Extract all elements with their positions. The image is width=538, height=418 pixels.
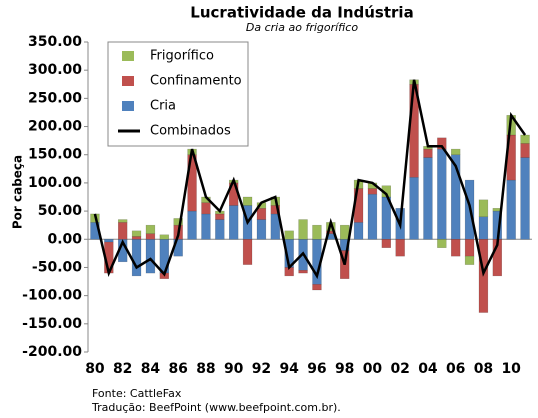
x-tick-label: 02 — [390, 361, 409, 377]
bar-segment — [464, 255, 475, 265]
bar-segment — [242, 239, 253, 265]
bar-segment — [104, 239, 114, 243]
bar-segment — [131, 230, 142, 237]
bar-segment — [145, 224, 156, 234]
bar-segment — [201, 202, 211, 215]
bar-segment — [312, 284, 322, 291]
bar-segment — [423, 148, 433, 158]
translation-note: Tradução: BeefPoint (www.beefpoint.com.b… — [91, 401, 341, 414]
y-tick-label: 250.00 — [28, 90, 82, 106]
y-tick-label: 350.00 — [28, 34, 82, 50]
x-tick-label: 92 — [252, 361, 271, 377]
legend-label: Combinados — [150, 124, 231, 139]
bar-segment — [173, 218, 183, 226]
combined-line — [93, 79, 527, 280]
bar-segment — [131, 236, 142, 240]
y-tick-label: 150.00 — [28, 147, 82, 163]
x-tick-label: 94 — [279, 361, 299, 377]
bar-segment — [215, 213, 225, 220]
bar-segment — [520, 157, 530, 240]
bar-segment — [478, 199, 489, 217]
y-tick-label: 50.00 — [38, 203, 83, 219]
bar-segment — [506, 179, 516, 240]
bar-segment — [367, 188, 378, 195]
bar-segment — [117, 219, 128, 223]
bar-segment — [298, 219, 308, 240]
x-tick-label: 98 — [335, 361, 354, 377]
chart-title: Lucratividade da Indústria — [190, 4, 413, 22]
y-tick-label: 200.00 — [28, 119, 82, 135]
x-tick-label: 96 — [307, 361, 326, 377]
bar-segment — [298, 270, 308, 274]
bar-segment — [201, 213, 211, 240]
bar-segment — [381, 239, 392, 248]
legend-label: Confinamento — [150, 74, 242, 89]
x-tick-label: 88 — [196, 361, 215, 377]
legend-swatch — [122, 51, 134, 61]
x-tick-label: 10 — [501, 361, 521, 377]
x-tick-label: 80 — [85, 361, 105, 377]
y-axis-label: Por cabeça — [11, 155, 25, 229]
bar-segment — [145, 233, 156, 240]
legend-swatch — [122, 76, 134, 86]
bar-segment — [437, 148, 447, 240]
bar-segment — [145, 239, 156, 274]
bar-segment — [450, 148, 461, 155]
bar-segment — [520, 143, 530, 158]
bar-segment — [464, 239, 475, 257]
legend-label: Frigorífico — [150, 49, 214, 64]
bar-segment — [478, 216, 489, 240]
bar-segment — [395, 239, 405, 257]
bar-segment — [159, 234, 170, 240]
bar-segment — [437, 137, 447, 150]
bar-segment — [215, 219, 225, 240]
y-tick-label: 300.00 — [28, 62, 82, 78]
source-note: Fonte: CattleFax — [92, 387, 182, 400]
bar-segment — [256, 208, 267, 220]
x-tick-label: 00 — [363, 361, 383, 377]
x-tick-label: 82 — [113, 361, 132, 377]
x-tick-label: 06 — [446, 361, 465, 377]
legend-swatch — [122, 101, 134, 111]
bar-segment — [353, 222, 364, 240]
bar-segment — [423, 157, 433, 240]
y-tick-label: -150.00 — [22, 316, 82, 332]
legend-label: Cria — [150, 99, 176, 114]
chart-subtitle: Da cria ao frigorífico — [246, 21, 358, 34]
x-tick-label: 08 — [474, 361, 493, 377]
y-tick-label: -50.00 — [32, 259, 82, 275]
bar-segment — [117, 222, 128, 240]
y-tick-label: -200.00 — [22, 344, 82, 360]
bar-segment — [367, 193, 378, 240]
x-tick-label: 84 — [141, 361, 161, 377]
y-tick-label: -100.00 — [22, 288, 82, 304]
bar-segment — [312, 224, 322, 240]
bar-segment — [520, 134, 530, 144]
bar-segment — [450, 239, 461, 257]
x-tick-label: 86 — [168, 361, 187, 377]
bar-segment — [339, 224, 350, 240]
y-tick-label: 0.00 — [47, 231, 82, 247]
bar-segment — [256, 219, 267, 240]
bar-segment — [284, 230, 294, 240]
x-tick-label: 90 — [224, 361, 244, 377]
bar-segment — [187, 210, 197, 240]
bar-segment — [228, 205, 239, 240]
bar-segment — [131, 239, 142, 277]
bar-segment — [409, 177, 419, 240]
x-tick-label: 04 — [418, 361, 438, 377]
y-tick-label: 100.00 — [28, 175, 82, 191]
bar-segment — [242, 196, 253, 206]
bar-segment — [437, 239, 447, 248]
